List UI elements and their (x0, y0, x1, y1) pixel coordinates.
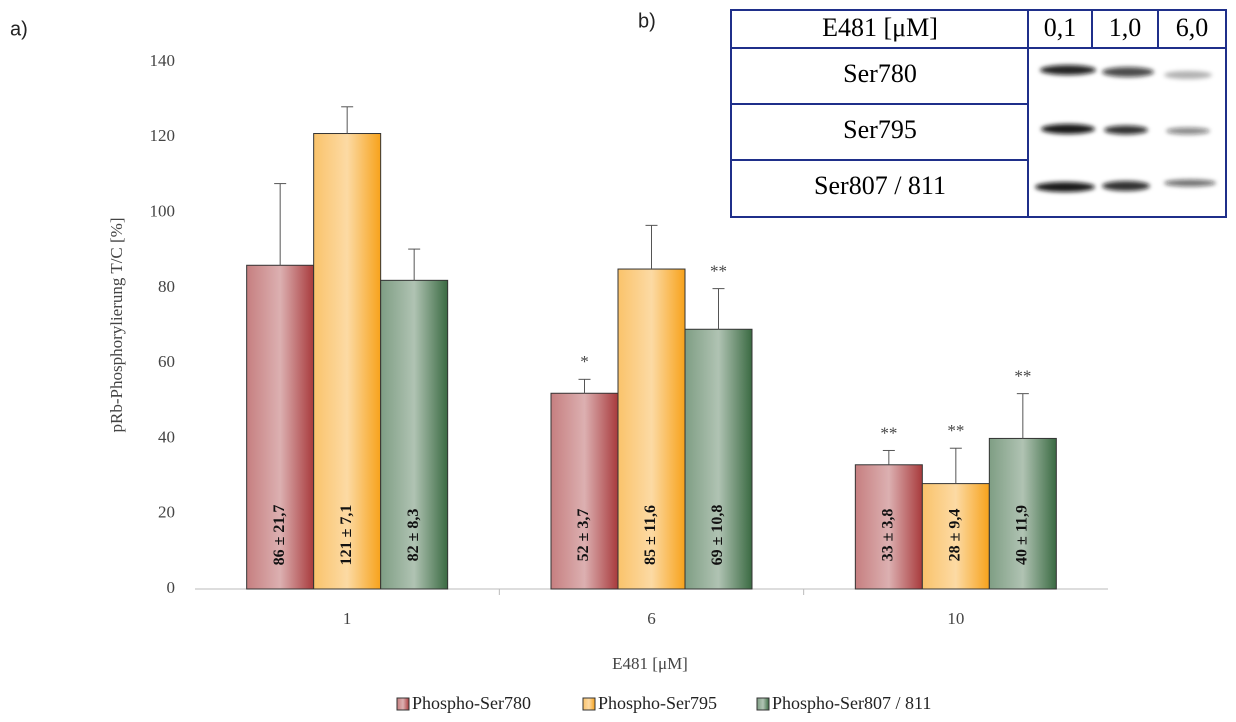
value-label: 121 ± 7,1 (338, 505, 355, 566)
y-tick-label: 100 (150, 201, 176, 220)
significance: * (580, 352, 589, 371)
value-label: 82 ± 8,3 (405, 509, 422, 562)
y-tick-label: 120 (150, 126, 176, 145)
y-axis-title: pRb-Phosphorylierung T/C [%] (107, 217, 126, 432)
value-label: 86 ± 21,7 (271, 505, 288, 566)
error-bar (712, 288, 725, 330)
blot-header: E481 [μM] (822, 13, 938, 42)
y-tick-label: 60 (158, 352, 175, 371)
error-bar (645, 224, 658, 270)
bar (617, 268, 686, 590)
blot-row-label: Ser807 / 811 (814, 171, 946, 200)
legend-swatch (396, 697, 410, 711)
x-tick-label: 10 (947, 609, 964, 628)
panel-label: a) (10, 18, 28, 40)
bar (246, 264, 315, 590)
x-axis-title: E481 [μM] (612, 654, 688, 673)
blot-row-label: Ser780 (843, 59, 917, 88)
value-label: 52 ± 3,7 (575, 509, 592, 562)
significance: ** (880, 423, 897, 442)
value-label: 28 ± 9,4 (947, 509, 964, 562)
blot-header: 0,1 (1044, 13, 1077, 42)
legend-label: Phospho-Ser807 / 811 (772, 693, 931, 713)
x-tick-label: 1 (343, 609, 352, 628)
value-label: 85 ± 11,6 (642, 505, 659, 565)
error-bar (408, 248, 421, 281)
error-bar (274, 183, 287, 266)
significance: ** (1014, 367, 1031, 386)
bar (921, 483, 990, 590)
legend-swatch (756, 697, 770, 711)
bar (684, 328, 753, 590)
x-tick-label: 6 (647, 609, 656, 628)
legend-label: Phospho-Ser780 (412, 693, 531, 713)
value-label: 33 ± 3,8 (880, 509, 897, 562)
y-tick-label: 20 (158, 503, 175, 522)
value-label: 40 ± 11,9 (1014, 505, 1031, 565)
legend-swatch (582, 697, 596, 711)
bar (380, 279, 449, 590)
blot-header: 6,0 (1176, 13, 1209, 42)
error-bar (1016, 393, 1029, 439)
bar (988, 437, 1057, 590)
error-bar (578, 378, 591, 394)
significance: ** (710, 262, 727, 281)
error-bar (949, 447, 962, 484)
panel-label: b) (638, 10, 656, 32)
bar (550, 392, 619, 590)
significance: ** (947, 421, 964, 440)
y-tick-label: 0 (167, 578, 176, 597)
blot-bands (1035, 65, 1216, 192)
y-tick-label: 40 (158, 427, 175, 446)
blot-row-label: Ser795 (843, 115, 917, 144)
blot-table (730, 9, 1227, 218)
legend-label: Phospho-Ser795 (598, 693, 717, 713)
bar (313, 133, 382, 590)
error-bar (882, 449, 895, 465)
blot-header: 1,0 (1109, 13, 1142, 42)
y-tick-label: 140 (150, 51, 176, 70)
error-bar (341, 106, 354, 134)
value-label: 69 ± 10,8 (709, 505, 726, 566)
y-tick-label: 80 (158, 277, 175, 296)
